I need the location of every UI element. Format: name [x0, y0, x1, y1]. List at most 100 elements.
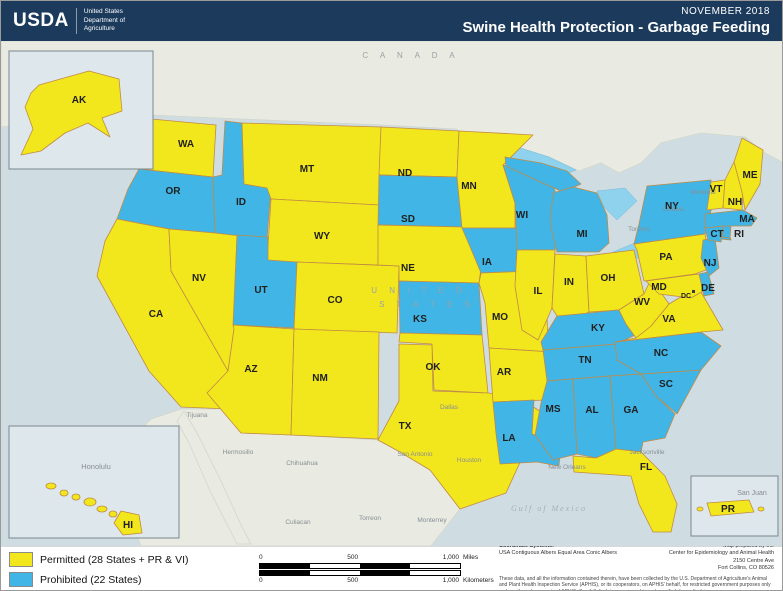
header-bar: USDA United States Department of Agricul… [1, 1, 782, 41]
hi-island [45, 482, 57, 490]
state-label-ak: AK [72, 95, 87, 106]
tick: 1,000 [442, 577, 459, 584]
state-label-tx: TX [399, 421, 412, 432]
pr-islet [757, 506, 765, 512]
state-de [698, 271, 715, 297]
state-label-mn: MN [461, 181, 477, 192]
state-mi [549, 186, 610, 253]
united-label: U N I T E D [371, 286, 467, 295]
puerto-rico-inset: San Juan PR [690, 475, 779, 537]
state-label-pr: PR [721, 504, 736, 515]
canada-label: C A N A D A [362, 51, 459, 60]
city-label: Chihuahua [286, 460, 318, 467]
state-nd [378, 126, 460, 178]
state-label-nc: NC [654, 348, 668, 359]
state-label-ok: OK [426, 362, 442, 373]
hi-island [71, 493, 81, 501]
alaska-inset: AK [8, 50, 154, 170]
gulf-of-mexico-label: Gulf of Mexico [511, 504, 587, 513]
city-label: Jacksonville [629, 449, 664, 456]
state-label-nd: ND [398, 168, 412, 179]
state-sd [377, 174, 463, 228]
state-label-tn: TN [578, 355, 591, 366]
org-line: Department of [83, 16, 126, 24]
state-label-wa: WA [178, 139, 194, 150]
tick: 500 [347, 577, 359, 584]
footer-bar: Permitted (28 States + PR & VI) Prohibit… [1, 543, 782, 590]
map-svg: C A N A D A U N I T E D S T A T E S Gulf… [1, 41, 782, 546]
state-label-nv: NV [192, 273, 206, 284]
state-label-oh: OH [601, 273, 616, 284]
scale-bar: 0 500 1,000 Miles 0 500 1,000 Kilometers [259, 554, 494, 585]
hawaii-inset: Honolulu HI [8, 425, 180, 539]
state-label-nj: NJ [704, 258, 717, 269]
state-va [614, 291, 724, 343]
tick: 500 [347, 554, 359, 561]
state-label-de: DE [701, 283, 715, 294]
state-la [492, 399, 562, 467]
state-label-ks: KS [413, 314, 427, 325]
tick: 0 [259, 554, 263, 561]
city-label: Monterrey [417, 517, 447, 524]
state-label-or: OR [166, 186, 182, 197]
city-label: Culiacan [285, 519, 311, 526]
state-label-ia: IA [482, 257, 492, 268]
prepared-line: Center for Epidemiology and Animal Healt… [668, 550, 774, 557]
prepared-line: Map prepared by the [723, 543, 774, 550]
state-label-ga: GA [624, 405, 639, 416]
state-label-pa: PA [659, 252, 672, 263]
usda-wordmark: USDA [13, 10, 69, 31]
state-label-mi: MI [576, 229, 587, 240]
state-label-wy: WY [314, 231, 330, 242]
state-label-ut: UT [254, 285, 267, 296]
state-label-ct: CT [710, 229, 723, 240]
state-md [645, 273, 706, 299]
hi-island [59, 489, 69, 497]
map-area: C A N A D A U N I T E D S T A T E S Gulf… [1, 41, 782, 546]
state-label-nm: NM [312, 373, 328, 384]
state-nm [290, 328, 380, 440]
city-label: Ottawa [663, 206, 684, 213]
state-label-sc: SC [659, 379, 673, 390]
city-label: Montreal [690, 189, 716, 196]
tick: 0 [259, 577, 263, 584]
city-label: Houston [457, 457, 482, 464]
coord-title: Coordinate Systems: [499, 543, 555, 550]
state-mn [456, 130, 534, 229]
state-label-in: IN [564, 277, 574, 288]
city-label: Tijuana [186, 412, 207, 419]
state-pr [706, 499, 755, 517]
usda-org-lines: United States Department of Agriculture [75, 8, 126, 34]
usda-logo: USDA United States Department of Agricul… [13, 8, 126, 34]
lake-huron [596, 187, 638, 221]
legend-item-prohibited: Prohibited (22 States) [9, 572, 239, 587]
permitted-label: Permitted (28 States + PR & VI) [40, 553, 189, 566]
baja-land [176, 410, 252, 545]
legend: Permitted (28 States + PR & VI) Prohibit… [9, 552, 239, 587]
city-label: Dallas [440, 404, 459, 411]
city-label: Hermosillo [223, 449, 254, 456]
hi-island [96, 505, 108, 513]
state-label-ri: RI [734, 229, 744, 240]
state-ma [704, 209, 758, 229]
miles-bar [259, 563, 461, 569]
disclaimer-text: These data, and all the information cont… [499, 575, 771, 590]
state-label-me: ME [743, 170, 758, 181]
state-co [293, 261, 400, 334]
state-al [572, 375, 617, 459]
state-label-ne: NE [401, 263, 415, 274]
state-label-ar: AR [497, 367, 512, 378]
state-label-mt: MT [300, 164, 314, 175]
permitted-swatch [9, 552, 33, 567]
city-label: New Orleans [548, 464, 586, 471]
hi-island-oahu [83, 497, 97, 507]
state-label-co: CO [328, 295, 343, 306]
state-ak [20, 70, 123, 156]
page-title: Swine Health Protection - Garbage Feedin… [462, 19, 770, 36]
org-line: United States [83, 8, 123, 16]
prepared-by: Map prepared by the Center for Epidemiol… [669, 543, 774, 573]
state-label-la: LA [502, 433, 515, 444]
state-label-fl: FL [640, 462, 652, 473]
coordinate-systems: Coordinate Systems: USA Contiguous Alber… [499, 543, 617, 573]
